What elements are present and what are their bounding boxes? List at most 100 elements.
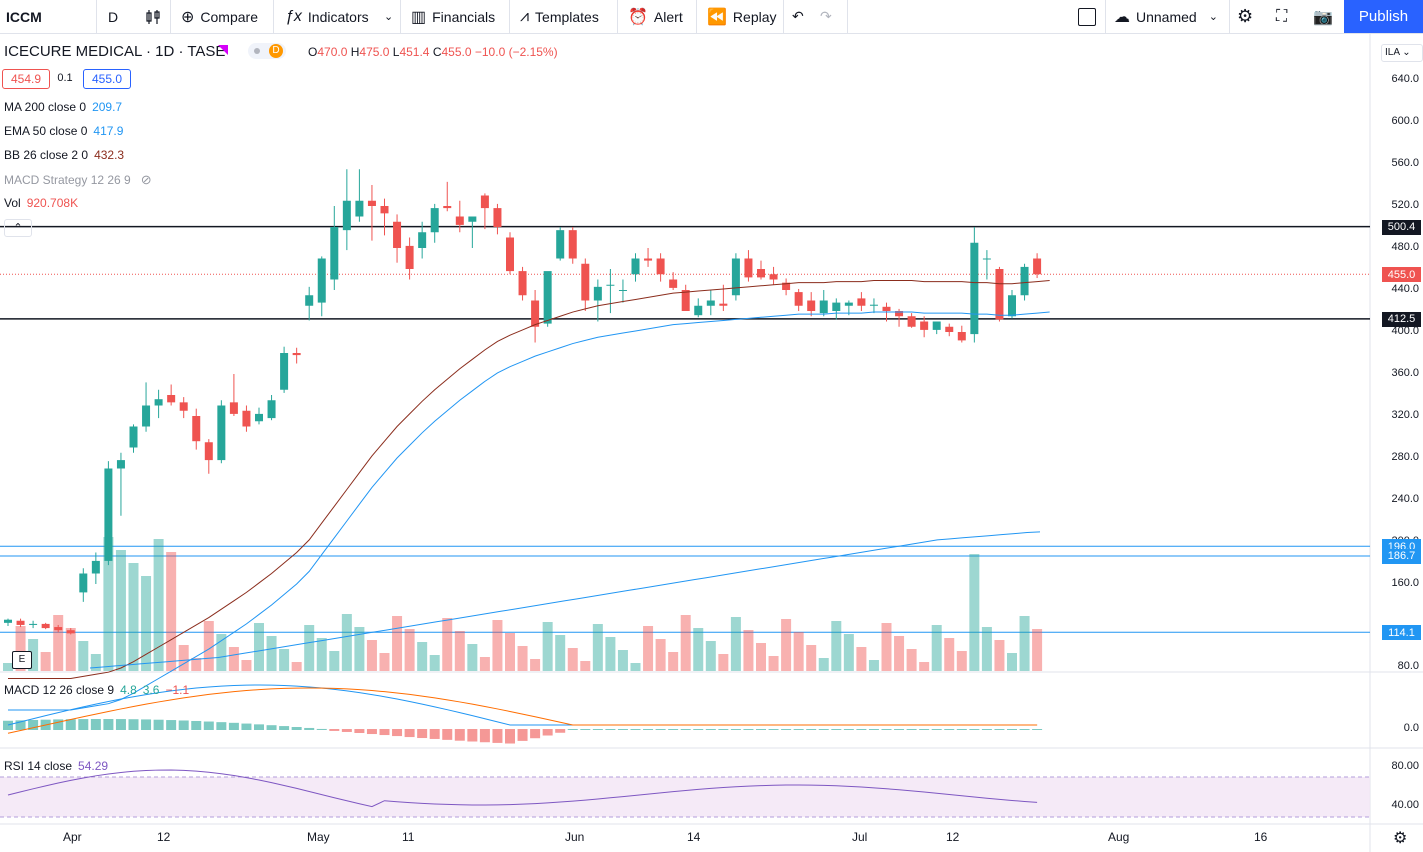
undo-icon[interactable]: ↶ xyxy=(792,8,804,24)
macd-histogram-bar xyxy=(894,729,905,730)
fullscreen-square-icon[interactable] xyxy=(1078,0,1096,33)
time-axis-label: Aug xyxy=(1108,830,1130,844)
candle-style-icon[interactable] xyxy=(144,0,162,33)
layout-name-button[interactable]: ☁ Unnamed ⌄ xyxy=(1114,8,1218,26)
volume-bar xyxy=(191,658,202,671)
macd-histogram-bar xyxy=(78,719,89,730)
market-status: D xyxy=(248,43,286,59)
macd-histogram-bar xyxy=(505,729,515,744)
volume-bar xyxy=(115,550,126,671)
buy-price-box[interactable]: 455.0 xyxy=(83,69,131,89)
indicators-button[interactable]: ƒx Indicators xyxy=(285,7,369,25)
macd-histogram-bar xyxy=(906,729,917,730)
volume-bar xyxy=(53,615,64,671)
macd-strategy-legend[interactable]: MACD Strategy 12 26 9 ⊘ xyxy=(4,172,152,187)
replay-button[interactable]: ⏪ Replay xyxy=(707,8,777,26)
gear-icon[interactable]: ⚙ xyxy=(1393,830,1408,847)
events-icon[interactable]: E xyxy=(12,651,32,669)
financials-button[interactable]: ▥ Financials xyxy=(411,8,496,26)
fullscreen-icon[interactable]: ⛶ xyxy=(1276,7,1288,25)
sell-price-box[interactable]: 454.9 xyxy=(2,69,50,89)
candle-body xyxy=(882,306,891,311)
candle-body xyxy=(192,416,201,442)
time-axis-label: 12 xyxy=(946,830,960,844)
publish-button[interactable]: Publish xyxy=(1344,0,1423,33)
ema-legend[interactable]: EMA 50 close 0 417.9 xyxy=(4,124,124,138)
macd-histogram-bar xyxy=(291,727,302,730)
macd-histogram-bar xyxy=(417,729,428,739)
volume-bar xyxy=(228,647,239,671)
redo-icon[interactable]: ↷ xyxy=(820,8,832,24)
candle-body xyxy=(531,300,540,327)
plus-circle-icon: ⊕ xyxy=(181,8,195,26)
divider xyxy=(509,0,510,33)
candle-body xyxy=(807,300,816,311)
rsi-band xyxy=(0,777,1370,817)
price-axis-tick: 440.0 xyxy=(1391,283,1419,295)
volume-bar xyxy=(90,654,101,671)
time-axis-label: Jun xyxy=(565,830,585,844)
divider xyxy=(1229,0,1230,33)
macd-histogram-bar xyxy=(404,729,415,738)
macd-histogram-bar xyxy=(781,729,792,730)
candle-body xyxy=(581,263,590,301)
currency-selector[interactable]: ILA ⌄ xyxy=(1381,44,1423,62)
volume-bar xyxy=(467,644,478,671)
alert-button[interactable]: ⏰ Alert xyxy=(628,8,683,26)
gear-icon[interactable]: ⚙ xyxy=(1237,6,1254,26)
volume-bar xyxy=(944,638,955,671)
rsi-legend[interactable]: RSI 14 close 54.29 xyxy=(4,759,109,773)
candle-body xyxy=(54,627,63,631)
camera-icon[interactable]: 📷 xyxy=(1313,8,1333,26)
templates-button[interactable]: ⩘ Templates xyxy=(520,7,599,25)
macd-histogram-bar xyxy=(316,728,327,730)
candle-body xyxy=(204,442,213,461)
candle-body xyxy=(29,623,38,625)
price-axis-tick: 320.0 xyxy=(1391,409,1419,421)
divider xyxy=(783,0,784,33)
compare-button[interactable]: ⊕ Compare xyxy=(181,8,258,26)
volume-bar xyxy=(919,662,930,671)
candle-body xyxy=(1020,266,1029,296)
macd-histogram-bar xyxy=(103,719,114,730)
volume-bar xyxy=(291,662,302,671)
macd-signal-line xyxy=(7,687,1038,734)
divider xyxy=(273,0,274,33)
macd-histogram-bar xyxy=(956,729,967,730)
volume-legend[interactable]: Vol 920.708K xyxy=(4,196,79,210)
volume-bar xyxy=(743,630,754,671)
macd-histogram-bar xyxy=(467,729,478,742)
volume-bar xyxy=(341,614,352,671)
volume-bar xyxy=(868,660,879,671)
macd-histogram-bar xyxy=(806,729,817,730)
bb-legend[interactable]: BB 26 close 2 0 432.3 xyxy=(4,148,125,162)
macd-histogram-bar xyxy=(831,729,842,730)
macd-histogram-bar xyxy=(517,729,528,741)
ohlc-values: O470.0 H475.0 L451.4 C455.0 −10.0 (−2.15… xyxy=(308,45,558,59)
volume-bar xyxy=(65,628,76,671)
macd-histogram-bar xyxy=(279,726,290,730)
macd-histogram-bar xyxy=(266,725,277,730)
eye-crossed-icon[interactable]: ⊘ xyxy=(140,172,152,187)
macd-histogram-bar xyxy=(304,727,315,730)
symbol-search[interactable]: ICCM xyxy=(6,8,42,25)
collapse-legend-icon[interactable]: ⌃ xyxy=(4,219,32,237)
volume-bar xyxy=(718,654,729,671)
price-axis-tick: 400.0 xyxy=(1391,325,1419,337)
indicators-dropdown-chevron-icon[interactable]: ⌄ xyxy=(384,11,394,23)
price-axis-tick: 160.0 xyxy=(1391,577,1419,589)
flag-icon[interactable] xyxy=(218,45,228,55)
macd-histogram-bar xyxy=(668,729,679,730)
ma-200-line xyxy=(89,531,1041,669)
macd-legend[interactable]: MACD 12 26 close 9 4.8 3.6 −1.1 xyxy=(4,683,190,697)
symbol-title[interactable]: ICECURE MEDICAL · 1D · TASE xyxy=(4,43,226,60)
candle-body xyxy=(681,290,690,311)
volume-bar xyxy=(3,663,13,671)
interval-button[interactable]: D xyxy=(108,8,119,25)
delayed-badge: D xyxy=(269,44,283,58)
ma-legend[interactable]: MA 200 close 0 209.7 xyxy=(4,100,123,114)
volume-bar xyxy=(279,649,290,671)
volume-bar xyxy=(1007,653,1017,671)
volume-bar xyxy=(166,552,177,671)
